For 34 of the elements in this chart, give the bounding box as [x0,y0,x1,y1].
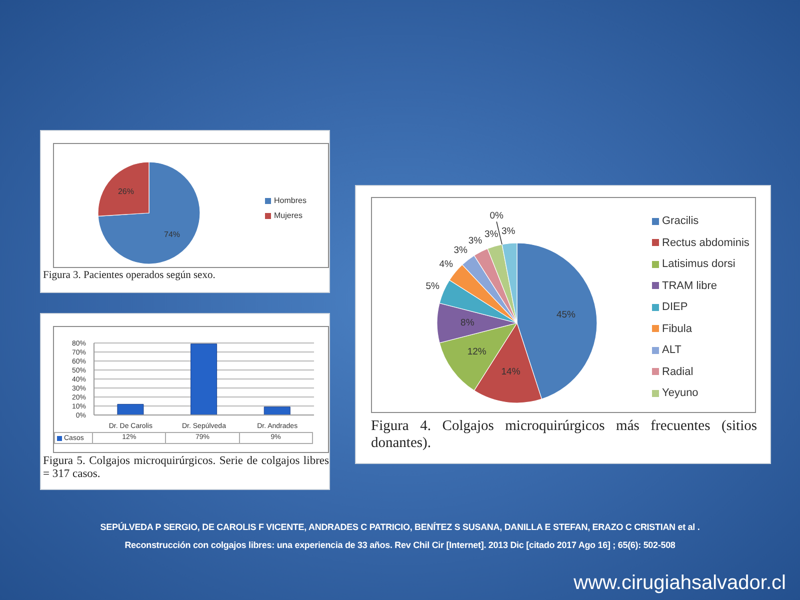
data-label: 3% [468,236,483,247]
legend-label: DIEP [662,301,688,313]
data-label: 14% [501,366,521,378]
data-label: 3% [484,229,499,240]
legend-label: Yeyuno [662,387,698,399]
data-label: 4% [439,258,454,270]
bar [264,406,290,415]
text: www.cirugiahsalvador.cl [574,572,786,594]
text: 0% [490,210,504,222]
text: Figura 3. Pacientes operados según sexo. [43,270,216,281]
pie-slice [98,162,200,264]
legend-label: Rectus abdominis [662,236,750,248]
data-label: 26% [118,186,134,196]
data-label: 45% [556,310,576,321]
legend-label: Latisimus dorsi [662,258,736,270]
text: Figura 4. Colgajos microquirúrgicos más frecuentes (sitios donantes). [371,418,757,451]
legend-label: ALT [662,344,682,356]
legend-label: Mujeres [274,211,302,220]
legend-label: TRAM libre [662,280,718,292]
data-label: 74% [164,230,180,240]
data-label: 3% [501,226,516,237]
legend-label: Gracilis [662,215,699,227]
text: Reconstrucción con colgajos libres: una experiencia de 33 años. Rev Chil Cir [Internet]. 2013 Dic [citado 2017 Ago 16] ; 65(6): 502-508 [124,540,676,550]
legend-label: Hombres [274,196,306,205]
data-label: 3% [454,244,468,256]
legend-label: Fibula [662,322,692,334]
data-label: 12% [467,346,487,358]
text: Figura 5. Colgajos microquirúrgicos. Serie de colgajos libres = 317 casos. [43,455,329,480]
data-label: 5% [426,280,440,292]
text: SEPÚLVEDA P SERGIO, DE CAROLIS F VICENTE, ANDRADES C PATRICIO, BENÍTEZ S SUSANA, DANILLA E STEFAN, ERAZO C CRISTIAN et al . [100,522,700,532]
bar [190,344,218,415]
bar [117,404,144,415]
data-label: 8% [460,318,475,328]
legend-label: Radial [662,366,694,378]
